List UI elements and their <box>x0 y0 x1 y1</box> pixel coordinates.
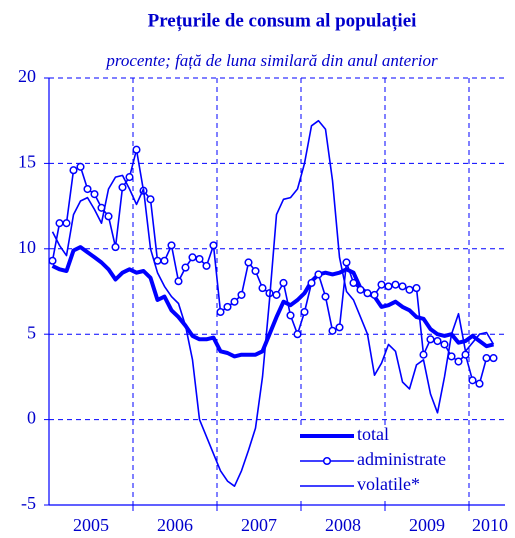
chart-subtitle: procente; față de luna similară din anul… <box>105 51 438 70</box>
data-point <box>167 241 176 250</box>
data-point <box>489 354 498 363</box>
data-point <box>419 350 428 359</box>
data-point <box>90 190 99 199</box>
data-point <box>433 336 442 346</box>
data-point <box>223 302 232 311</box>
y-tick-label: 5 <box>27 322 36 342</box>
y-tick-label: 15 <box>18 152 36 172</box>
data-point <box>349 278 358 288</box>
data-point <box>454 357 463 366</box>
legend: total administrate volatile* <box>296 424 466 499</box>
data-point <box>195 254 204 264</box>
data-point <box>188 253 197 262</box>
x-tick-label: 2008 <box>325 515 361 535</box>
data-point <box>244 258 253 267</box>
data-point <box>279 278 288 288</box>
legend-label: administrate <box>357 449 446 469</box>
data-point <box>272 290 281 299</box>
x-tick-label: 2006 <box>157 515 193 535</box>
x-tick-label: 2005 <box>73 515 109 535</box>
plot-area <box>48 119 498 487</box>
x-tick-label: 2010 <box>472 515 508 535</box>
data-point <box>300 307 309 317</box>
data-point <box>48 256 57 265</box>
data-point <box>111 243 120 252</box>
data-point <box>216 307 225 317</box>
data-point <box>160 256 169 265</box>
data-point <box>251 266 260 276</box>
x-tick-label: 2009 <box>409 515 445 535</box>
data-point <box>447 352 456 361</box>
data-point <box>230 297 239 306</box>
data-point <box>118 183 127 192</box>
data-point <box>307 278 316 288</box>
x-tick-label: 2007 <box>241 515 277 535</box>
data-point <box>384 282 393 291</box>
data-point <box>237 290 246 299</box>
data-point <box>146 195 155 204</box>
data-point <box>125 173 134 182</box>
series-line <box>51 119 495 487</box>
legend-label: total <box>357 424 389 444</box>
data-point <box>356 285 365 294</box>
legend-label: volatile* <box>357 474 420 494</box>
data-point <box>258 284 267 293</box>
legend-marker <box>322 456 332 466</box>
data-point <box>174 277 183 286</box>
data-point <box>83 184 92 194</box>
data-point <box>363 289 372 298</box>
data-point <box>398 282 407 291</box>
data-point <box>286 311 295 320</box>
data-point <box>321 292 330 301</box>
data-point <box>475 379 484 388</box>
data-point <box>69 166 78 175</box>
data-point <box>55 219 64 228</box>
data-point <box>412 284 421 293</box>
y-tick-label: -5 <box>21 493 36 513</box>
data-point <box>440 340 449 349</box>
data-point <box>328 326 337 335</box>
y-tick-label: 20 <box>18 66 36 86</box>
data-point <box>370 290 379 299</box>
data-point <box>62 219 71 228</box>
data-point <box>181 263 190 272</box>
data-point <box>335 323 344 332</box>
data-point <box>202 261 211 270</box>
data-point <box>482 354 491 363</box>
data-point <box>405 285 414 294</box>
data-point <box>377 280 386 289</box>
data-point <box>314 270 323 279</box>
data-point <box>293 330 302 339</box>
grid: -5 0 5 10 15 20 2005 2006 2007 2008 2009 2010 <box>18 66 508 535</box>
data-point <box>461 350 470 359</box>
data-point <box>426 335 435 344</box>
y-tick-label: 10 <box>18 237 36 257</box>
data-point <box>342 258 351 267</box>
data-point <box>76 162 85 171</box>
data-point <box>132 145 141 154</box>
chart-title: Prețurile de consum al populației <box>148 10 417 31</box>
data-point <box>468 376 477 385</box>
data-point <box>104 212 113 221</box>
y-tick-label: 0 <box>27 408 36 428</box>
data-point <box>209 241 218 250</box>
data-point <box>391 280 400 289</box>
